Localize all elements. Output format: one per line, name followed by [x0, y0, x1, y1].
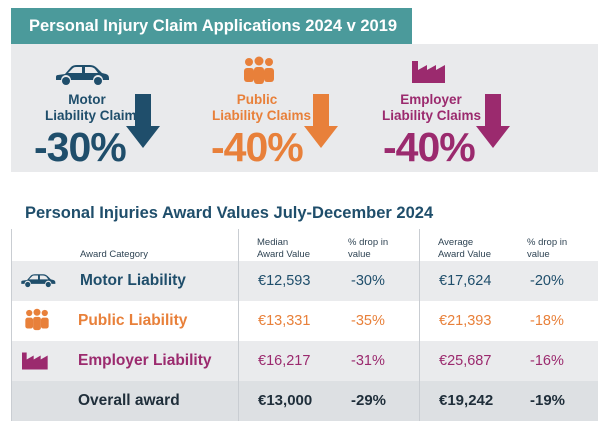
median-award-value: €13,331	[258, 313, 311, 329]
column-divider	[419, 229, 420, 421]
down-arrow-icon	[304, 94, 338, 148]
median-drop-value: -35%	[351, 313, 385, 329]
employer-claims-label: Employer Liability Claims	[382, 92, 482, 123]
overall-average-drop-value: -19%	[530, 392, 566, 409]
average-drop-value: -20%	[530, 273, 564, 289]
overall-median-drop-value: -29%	[351, 392, 387, 409]
people-icon	[244, 56, 274, 84]
table-total-row	[11, 381, 598, 421]
median-award-value: €16,217	[258, 353, 311, 369]
employer-claims-value: -40%	[383, 124, 476, 170]
award-category-overall: Overall award	[78, 392, 180, 409]
awards-table-title: Personal Injuries Award Values July-Dece…	[25, 204, 434, 222]
table-row	[11, 341, 598, 381]
average-award-value: €17,624	[439, 273, 492, 289]
down-arrow-icon	[476, 94, 510, 148]
column-header-average-drop: % drop in value	[527, 237, 568, 260]
column-header-median-award-value: Median Award Value	[257, 237, 310, 260]
column-header-award-category: Award Category	[80, 249, 148, 260]
median-drop-value: -31%	[351, 353, 385, 369]
table-row	[11, 261, 598, 301]
average-drop-value: -16%	[530, 353, 564, 369]
average-drop-value: -18%	[530, 313, 564, 329]
award-category-motor: Motor Liability	[80, 272, 186, 289]
car-icon	[56, 65, 109, 85]
award-category-employer: Employer Liability	[78, 352, 212, 369]
column-header-average-award-value: Average Award Value	[438, 237, 491, 260]
people-icon	[25, 308, 49, 331]
motor-claims-label: Motor Liability Claims	[45, 92, 145, 123]
median-award-value: €12,593	[258, 273, 311, 289]
column-header-median-drop: % drop in value	[348, 237, 389, 260]
motor-claims-value: -30%	[34, 124, 127, 170]
factory-icon	[22, 352, 48, 370]
average-award-value: €21,393	[439, 313, 492, 329]
award-category-public: Public Liability	[78, 312, 188, 329]
overall-median-award-value: €13,000	[258, 392, 313, 409]
car-icon	[21, 274, 56, 288]
public-claims-value: -40%	[211, 124, 304, 170]
public-claims-label: Public Liability Claims	[212, 92, 312, 123]
factory-icon	[412, 61, 445, 83]
column-divider	[11, 229, 12, 421]
median-drop-value: -30%	[351, 273, 385, 289]
column-divider	[238, 229, 239, 421]
down-arrow-icon	[126, 94, 160, 148]
claims-section-title: Personal Injury Claim Applications 2024 …	[11, 8, 412, 44]
average-award-value: €25,687	[439, 353, 492, 369]
overall-average-award-value: €19,242	[439, 392, 494, 409]
